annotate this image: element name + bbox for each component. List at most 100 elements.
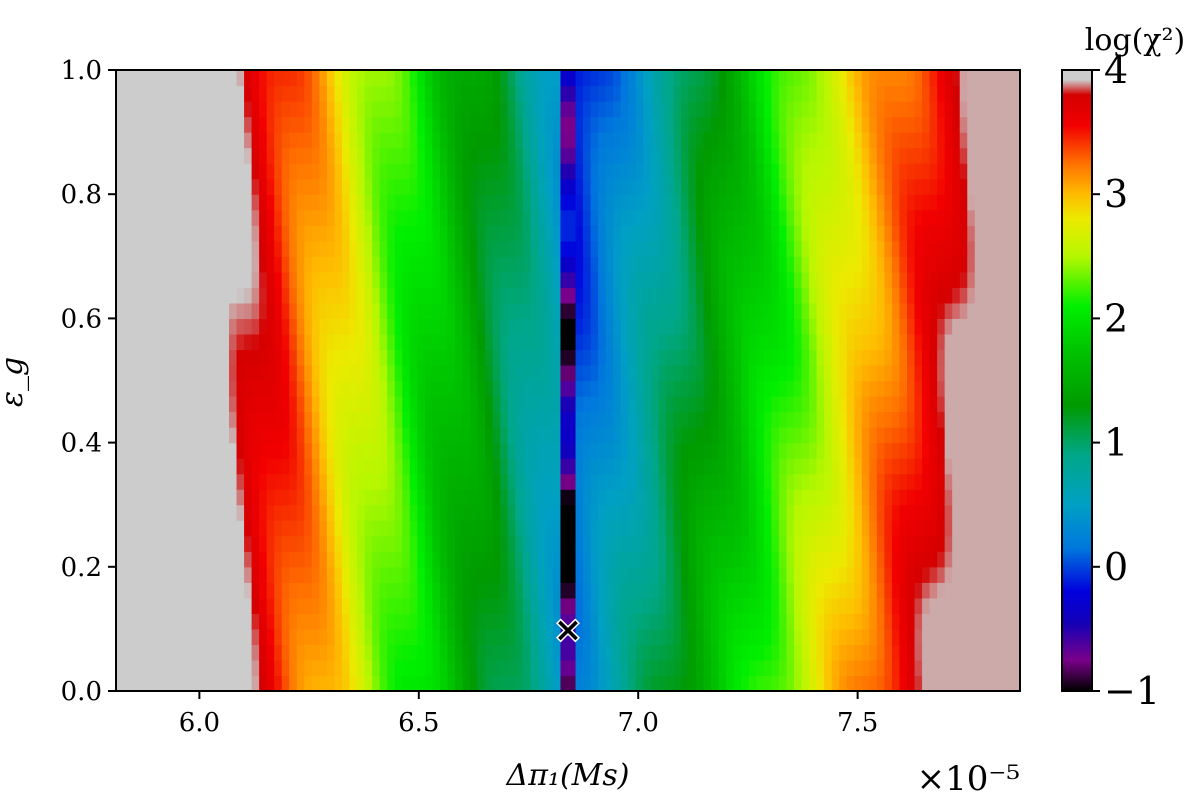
heatmap-cell [741, 101, 750, 118]
heatmap-cell [123, 364, 132, 382]
heatmap-cell [530, 116, 539, 133]
heatmap-cell [289, 240, 298, 257]
heatmap-cell [733, 597, 742, 614]
heatmap-cell [432, 225, 441, 242]
heatmap-cell [839, 70, 848, 87]
heatmap-cell [522, 489, 531, 506]
heatmap-cell [643, 271, 652, 288]
heatmap-cell [379, 101, 388, 118]
heatmap-cell [635, 566, 644, 583]
heatmap-cell [409, 271, 418, 288]
heatmap-cell [394, 644, 403, 661]
heatmap-cell [153, 644, 162, 661]
heatmap-cell [146, 427, 155, 444]
heatmap-cell [515, 271, 524, 288]
heatmap-cell [485, 287, 494, 304]
heatmap-cell [854, 287, 863, 304]
heatmap-cell [665, 675, 675, 691]
heatmap-cell [907, 116, 916, 133]
heatmap-cell [997, 396, 1006, 413]
heatmap-cell [982, 535, 991, 552]
heatmap-cell [432, 302, 441, 319]
heatmap-cell [937, 628, 946, 646]
heatmap-cell [244, 566, 253, 583]
heatmap-cell [711, 473, 720, 490]
heatmap-cell [937, 163, 946, 180]
heatmap-cell [274, 504, 283, 521]
heatmap-cell [643, 70, 652, 87]
heatmap-cell [914, 396, 923, 413]
heatmap-cell [583, 613, 592, 630]
heatmap-cell [131, 551, 140, 568]
heatmap-cell [635, 209, 644, 226]
heatmap-cell [1012, 597, 1020, 614]
heatmap-cell [372, 411, 381, 428]
x-axis-label: Δπ₁(Ms) [506, 758, 630, 793]
heatmap-cell [982, 101, 991, 118]
heatmap-cell [839, 318, 848, 335]
heatmap-cell [733, 240, 742, 257]
heatmap-cell [402, 178, 411, 195]
heatmap-cell [741, 458, 750, 475]
heatmap-cell [568, 85, 577, 102]
heatmap-cell [598, 349, 607, 366]
heatmap-cell [266, 225, 275, 242]
heatmap-cell [944, 349, 953, 366]
heatmap-cell [726, 396, 735, 413]
heatmap-cell [123, 225, 132, 242]
heatmap-cell [718, 473, 727, 490]
heatmap-cell [191, 271, 200, 288]
heatmap-cell [213, 659, 223, 677]
heatmap-cell [492, 458, 501, 475]
heatmap-cell [869, 147, 878, 164]
heatmap-cell [387, 582, 396, 599]
heatmap-cell [289, 116, 298, 133]
heatmap-cell [522, 613, 531, 630]
heatmap-cell [974, 473, 983, 490]
heatmap-cell [470, 240, 479, 257]
heatmap-cell [824, 396, 833, 413]
heatmap-cell [726, 659, 735, 677]
heatmap-cell [485, 427, 494, 444]
heatmap-cell [492, 178, 501, 195]
heatmap-cell [477, 613, 486, 630]
heatmap-cell [1004, 659, 1014, 677]
heatmap-cell [703, 644, 712, 661]
heatmap-cell [537, 458, 546, 475]
heatmap-cell [259, 535, 268, 552]
heatmap-cell [876, 240, 885, 257]
heatmap-cell [409, 101, 418, 118]
heatmap-cell [183, 597, 192, 614]
heatmap-cell [696, 85, 705, 102]
heatmap-cell [824, 613, 833, 630]
heatmap-cell [794, 132, 803, 149]
heatmap-cell [1004, 644, 1014, 661]
heatmap-cell [944, 566, 953, 583]
heatmap-cell [688, 551, 697, 568]
heatmap-cell [342, 256, 351, 273]
heatmap-cell [748, 194, 757, 211]
heatmap-cell [183, 582, 192, 599]
heatmap-cell [379, 582, 388, 599]
heatmap-cell [213, 551, 223, 568]
heatmap-cell [974, 442, 983, 459]
heatmap-cell [364, 380, 373, 397]
heatmap-cell [824, 318, 833, 335]
heatmap-cell [432, 458, 441, 475]
heatmap-cell [801, 411, 810, 428]
heatmap-cell [635, 256, 644, 273]
heatmap-cell [786, 473, 795, 490]
heatmap-cell [598, 427, 607, 444]
heatmap-cell [748, 318, 757, 335]
heatmap-cell [334, 628, 343, 646]
heatmap-cell [1012, 287, 1020, 304]
heatmap-cell [244, 659, 253, 677]
heatmap-cell [726, 566, 735, 583]
heatmap-cell [259, 256, 268, 273]
heatmap-cell [628, 675, 637, 691]
heatmap-cell [575, 427, 584, 444]
heatmap-cell [364, 535, 373, 552]
heatmap-cell [952, 225, 961, 242]
heatmap-cell [387, 287, 396, 304]
heatmap-cell [876, 271, 885, 288]
